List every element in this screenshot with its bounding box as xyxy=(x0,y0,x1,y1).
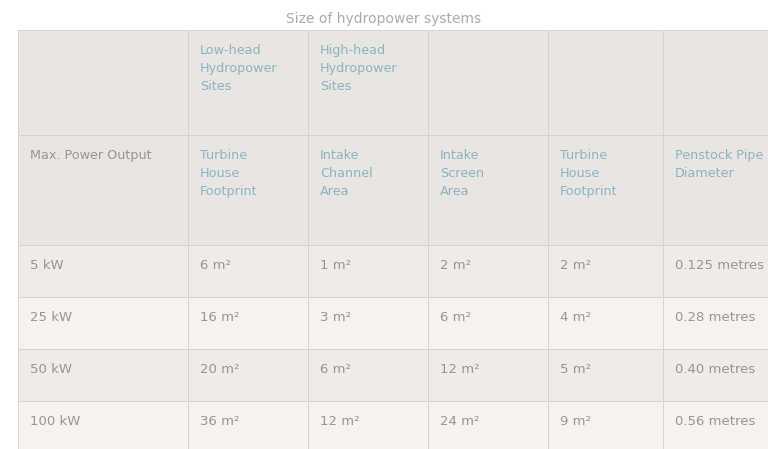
Text: Max. Power Output: Max. Power Output xyxy=(30,149,151,162)
Bar xyxy=(18,30,188,135)
Text: Intake
Screen
Area: Intake Screen Area xyxy=(440,149,484,198)
Text: 1 m²: 1 m² xyxy=(320,259,351,272)
Bar xyxy=(308,401,428,449)
Text: 0.28 metres: 0.28 metres xyxy=(675,311,756,324)
Text: 3 m²: 3 m² xyxy=(320,311,351,324)
Bar xyxy=(428,245,548,297)
Bar xyxy=(188,349,308,401)
Bar xyxy=(188,30,308,135)
Bar xyxy=(663,349,768,401)
Bar xyxy=(548,401,663,449)
Bar xyxy=(18,349,188,401)
Bar xyxy=(663,135,768,245)
Bar xyxy=(188,135,308,245)
Bar xyxy=(663,245,768,297)
Bar xyxy=(308,349,428,401)
Text: 20 m²: 20 m² xyxy=(200,363,240,376)
Text: 0.56 metres: 0.56 metres xyxy=(675,415,756,428)
Text: 6 m²: 6 m² xyxy=(440,311,471,324)
Bar xyxy=(188,297,308,349)
Text: 0.40 metres: 0.40 metres xyxy=(675,363,755,376)
Text: 6 m²: 6 m² xyxy=(200,259,231,272)
Bar xyxy=(663,30,768,135)
Text: 6 m²: 6 m² xyxy=(320,363,351,376)
Bar xyxy=(548,349,663,401)
Text: Turbine
House
Footprint: Turbine House Footprint xyxy=(200,149,257,198)
Text: 25 kW: 25 kW xyxy=(30,311,72,324)
Bar xyxy=(663,401,768,449)
Bar xyxy=(308,30,428,135)
Bar xyxy=(428,135,548,245)
Bar xyxy=(428,349,548,401)
Text: 100 kW: 100 kW xyxy=(30,415,81,428)
Bar xyxy=(188,245,308,297)
Bar xyxy=(663,297,768,349)
Text: 2 m²: 2 m² xyxy=(560,259,591,272)
Bar xyxy=(188,401,308,449)
Bar xyxy=(428,297,548,349)
Bar xyxy=(18,135,188,245)
Text: Size of hydropower systems: Size of hydropower systems xyxy=(286,12,482,26)
Bar xyxy=(548,297,663,349)
Bar xyxy=(18,245,188,297)
Text: 50 kW: 50 kW xyxy=(30,363,72,376)
Bar xyxy=(308,297,428,349)
Bar xyxy=(18,401,188,449)
Bar xyxy=(308,135,428,245)
Bar xyxy=(18,297,188,349)
Text: Low-head
Hydropower
Sites: Low-head Hydropower Sites xyxy=(200,44,277,93)
Text: High-head
Hydropower
Sites: High-head Hydropower Sites xyxy=(320,44,398,93)
Text: 12 m²: 12 m² xyxy=(440,363,479,376)
Text: Penstock Pipe
Diameter: Penstock Pipe Diameter xyxy=(675,149,763,180)
Text: Intake
Channel
Area: Intake Channel Area xyxy=(320,149,372,198)
Text: 16 m²: 16 m² xyxy=(200,311,240,324)
Text: 24 m²: 24 m² xyxy=(440,415,479,428)
Bar xyxy=(428,401,548,449)
Text: 4 m²: 4 m² xyxy=(560,311,591,324)
Text: Turbine
House
Footprint: Turbine House Footprint xyxy=(560,149,617,198)
Text: 12 m²: 12 m² xyxy=(320,415,359,428)
Bar xyxy=(428,30,548,135)
Text: 0.125 metres: 0.125 metres xyxy=(675,259,764,272)
Text: 5 kW: 5 kW xyxy=(30,259,64,272)
Text: 5 m²: 5 m² xyxy=(560,363,591,376)
Bar xyxy=(548,135,663,245)
Bar xyxy=(308,245,428,297)
Bar xyxy=(548,245,663,297)
Bar xyxy=(548,30,663,135)
Text: 2 m²: 2 m² xyxy=(440,259,471,272)
Text: 9 m²: 9 m² xyxy=(560,415,591,428)
Text: 36 m²: 36 m² xyxy=(200,415,240,428)
